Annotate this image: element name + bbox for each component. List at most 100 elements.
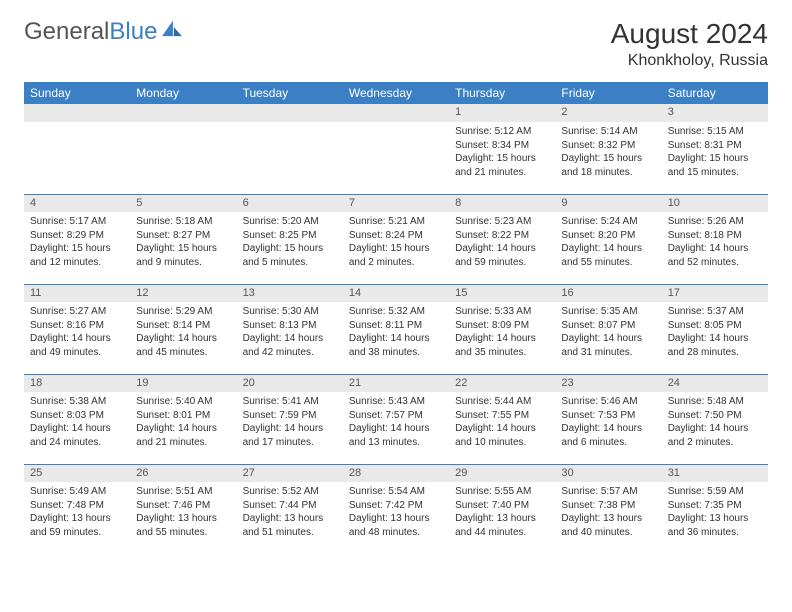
weekday-header: Wednesday bbox=[343, 82, 449, 104]
daylight-text: Daylight: 15 hours and 5 minutes. bbox=[243, 242, 337, 269]
weekday-header: Tuesday bbox=[237, 82, 343, 104]
calendar-page: GeneralBlue August 2024 Khonkholoy, Russ… bbox=[0, 0, 792, 572]
sunrise-text: Sunrise: 5:44 AM bbox=[455, 395, 549, 409]
sunset-text: Sunset: 8:01 PM bbox=[136, 409, 230, 423]
weekday-header: Sunday bbox=[24, 82, 130, 104]
day-content-cell: Sunrise: 5:33 AMSunset: 8:09 PMDaylight:… bbox=[449, 302, 555, 374]
sunset-text: Sunset: 8:03 PM bbox=[30, 409, 124, 423]
day-number-cell: 19 bbox=[130, 374, 236, 392]
sunrise-text: Sunrise: 5:26 AM bbox=[668, 215, 762, 229]
sunset-text: Sunset: 8:32 PM bbox=[561, 139, 655, 153]
day-number-cell: 27 bbox=[237, 464, 343, 482]
sunrise-text: Sunrise: 5:41 AM bbox=[243, 395, 337, 409]
header: GeneralBlue August 2024 Khonkholoy, Russ… bbox=[24, 18, 768, 70]
day-content-cell: Sunrise: 5:23 AMSunset: 8:22 PMDaylight:… bbox=[449, 212, 555, 284]
day-number-cell: 29 bbox=[449, 464, 555, 482]
sunrise-text: Sunrise: 5:35 AM bbox=[561, 305, 655, 319]
sunrise-text: Sunrise: 5:54 AM bbox=[349, 485, 443, 499]
daylight-text: Daylight: 15 hours and 18 minutes. bbox=[561, 152, 655, 179]
daylight-text: Daylight: 14 hours and 24 minutes. bbox=[30, 422, 124, 449]
brand-part2: Blue bbox=[109, 18, 157, 45]
day-number-cell: 17 bbox=[662, 284, 768, 302]
day-content-cell: Sunrise: 5:27 AMSunset: 8:16 PMDaylight:… bbox=[24, 302, 130, 374]
sunset-text: Sunset: 8:14 PM bbox=[136, 319, 230, 333]
day-number-cell: 26 bbox=[130, 464, 236, 482]
daylight-text: Daylight: 14 hours and 21 minutes. bbox=[136, 422, 230, 449]
day-content-cell: Sunrise: 5:18 AMSunset: 8:27 PMDaylight:… bbox=[130, 212, 236, 284]
sunset-text: Sunset: 8:27 PM bbox=[136, 229, 230, 243]
sunset-text: Sunset: 7:59 PM bbox=[243, 409, 337, 423]
day-number-cell: 25 bbox=[24, 464, 130, 482]
daylight-text: Daylight: 13 hours and 51 minutes. bbox=[243, 512, 337, 539]
sunset-text: Sunset: 8:09 PM bbox=[455, 319, 549, 333]
day-content-cell: Sunrise: 5:57 AMSunset: 7:38 PMDaylight:… bbox=[555, 482, 661, 554]
sunset-text: Sunset: 7:50 PM bbox=[668, 409, 762, 423]
day-number-cell: 7 bbox=[343, 194, 449, 212]
daylight-text: Daylight: 14 hours and 35 minutes. bbox=[455, 332, 549, 359]
sunrise-text: Sunrise: 5:52 AM bbox=[243, 485, 337, 499]
sunrise-text: Sunrise: 5:55 AM bbox=[455, 485, 549, 499]
brand-logo: GeneralBlue bbox=[24, 18, 183, 46]
day-content-cell: Sunrise: 5:12 AMSunset: 8:34 PMDaylight:… bbox=[449, 122, 555, 194]
sunset-text: Sunset: 7:44 PM bbox=[243, 499, 337, 513]
daylight-text: Daylight: 14 hours and 52 minutes. bbox=[668, 242, 762, 269]
sunrise-text: Sunrise: 5:15 AM bbox=[668, 125, 762, 139]
daylight-text: Daylight: 15 hours and 21 minutes. bbox=[455, 152, 549, 179]
daylight-text: Daylight: 14 hours and 38 minutes. bbox=[349, 332, 443, 359]
day-number-cell: 16 bbox=[555, 284, 661, 302]
day-number-cell: 1 bbox=[449, 104, 555, 122]
day-number-cell: 10 bbox=[662, 194, 768, 212]
day-content-cell: Sunrise: 5:26 AMSunset: 8:18 PMDaylight:… bbox=[662, 212, 768, 284]
day-number-cell: 23 bbox=[555, 374, 661, 392]
day-number-cell: 4 bbox=[24, 194, 130, 212]
sunrise-text: Sunrise: 5:21 AM bbox=[349, 215, 443, 229]
daylight-text: Daylight: 14 hours and 10 minutes. bbox=[455, 422, 549, 449]
day-number-cell: 9 bbox=[555, 194, 661, 212]
day-number-cell: 6 bbox=[237, 194, 343, 212]
daylight-text: Daylight: 13 hours and 44 minutes. bbox=[455, 512, 549, 539]
day-number-row: 11121314151617 bbox=[24, 284, 768, 302]
day-number-row: 18192021222324 bbox=[24, 374, 768, 392]
day-content-cell: Sunrise: 5:15 AMSunset: 8:31 PMDaylight:… bbox=[662, 122, 768, 194]
daylight-text: Daylight: 14 hours and 59 minutes. bbox=[455, 242, 549, 269]
sunrise-text: Sunrise: 5:38 AM bbox=[30, 395, 124, 409]
brand-part1: General bbox=[24, 18, 109, 45]
day-content-cell: Sunrise: 5:20 AMSunset: 8:25 PMDaylight:… bbox=[237, 212, 343, 284]
sunset-text: Sunset: 7:53 PM bbox=[561, 409, 655, 423]
sunrise-text: Sunrise: 5:14 AM bbox=[561, 125, 655, 139]
sunset-text: Sunset: 8:24 PM bbox=[349, 229, 443, 243]
day-content-row: Sunrise: 5:27 AMSunset: 8:16 PMDaylight:… bbox=[24, 302, 768, 374]
day-content-cell: Sunrise: 5:14 AMSunset: 8:32 PMDaylight:… bbox=[555, 122, 661, 194]
sunset-text: Sunset: 7:55 PM bbox=[455, 409, 549, 423]
day-number-cell: 2 bbox=[555, 104, 661, 122]
day-number-cell bbox=[237, 104, 343, 122]
weekday-header: Monday bbox=[130, 82, 236, 104]
sunrise-text: Sunrise: 5:51 AM bbox=[136, 485, 230, 499]
calendar-body: 1 23 Sunrise: 5:12 AMSunset: 8:34 PMDaylig… bbox=[24, 104, 768, 554]
daylight-text: Daylight: 15 hours and 15 minutes. bbox=[668, 152, 762, 179]
weekday-header: Saturday bbox=[662, 82, 768, 104]
day-number-cell: 31 bbox=[662, 464, 768, 482]
daylight-text: Daylight: 14 hours and 31 minutes. bbox=[561, 332, 655, 359]
day-number-cell bbox=[343, 104, 449, 122]
sail-icon bbox=[161, 19, 183, 37]
sunrise-text: Sunrise: 5:33 AM bbox=[455, 305, 549, 319]
day-content-cell: Sunrise: 5:55 AMSunset: 7:40 PMDaylight:… bbox=[449, 482, 555, 554]
sunrise-text: Sunrise: 5:24 AM bbox=[561, 215, 655, 229]
day-number-cell: 11 bbox=[24, 284, 130, 302]
sunrise-text: Sunrise: 5:29 AM bbox=[136, 305, 230, 319]
day-content-row: Sunrise: 5:38 AMSunset: 8:03 PMDaylight:… bbox=[24, 392, 768, 464]
day-content-cell: Sunrise: 5:54 AMSunset: 7:42 PMDaylight:… bbox=[343, 482, 449, 554]
daylight-text: Daylight: 14 hours and 45 minutes. bbox=[136, 332, 230, 359]
day-content-row: Sunrise: 5:17 AMSunset: 8:29 PMDaylight:… bbox=[24, 212, 768, 284]
day-content-cell: Sunrise: 5:17 AMSunset: 8:29 PMDaylight:… bbox=[24, 212, 130, 284]
daylight-text: Daylight: 15 hours and 12 minutes. bbox=[30, 242, 124, 269]
sunrise-text: Sunrise: 5:23 AM bbox=[455, 215, 549, 229]
day-number-row: 25262728293031 bbox=[24, 464, 768, 482]
day-content-cell bbox=[24, 122, 130, 194]
daylight-text: Daylight: 13 hours and 55 minutes. bbox=[136, 512, 230, 539]
sunset-text: Sunset: 8:29 PM bbox=[30, 229, 124, 243]
sunset-text: Sunset: 7:48 PM bbox=[30, 499, 124, 513]
daylight-text: Daylight: 14 hours and 6 minutes. bbox=[561, 422, 655, 449]
day-content-cell: Sunrise: 5:24 AMSunset: 8:20 PMDaylight:… bbox=[555, 212, 661, 284]
